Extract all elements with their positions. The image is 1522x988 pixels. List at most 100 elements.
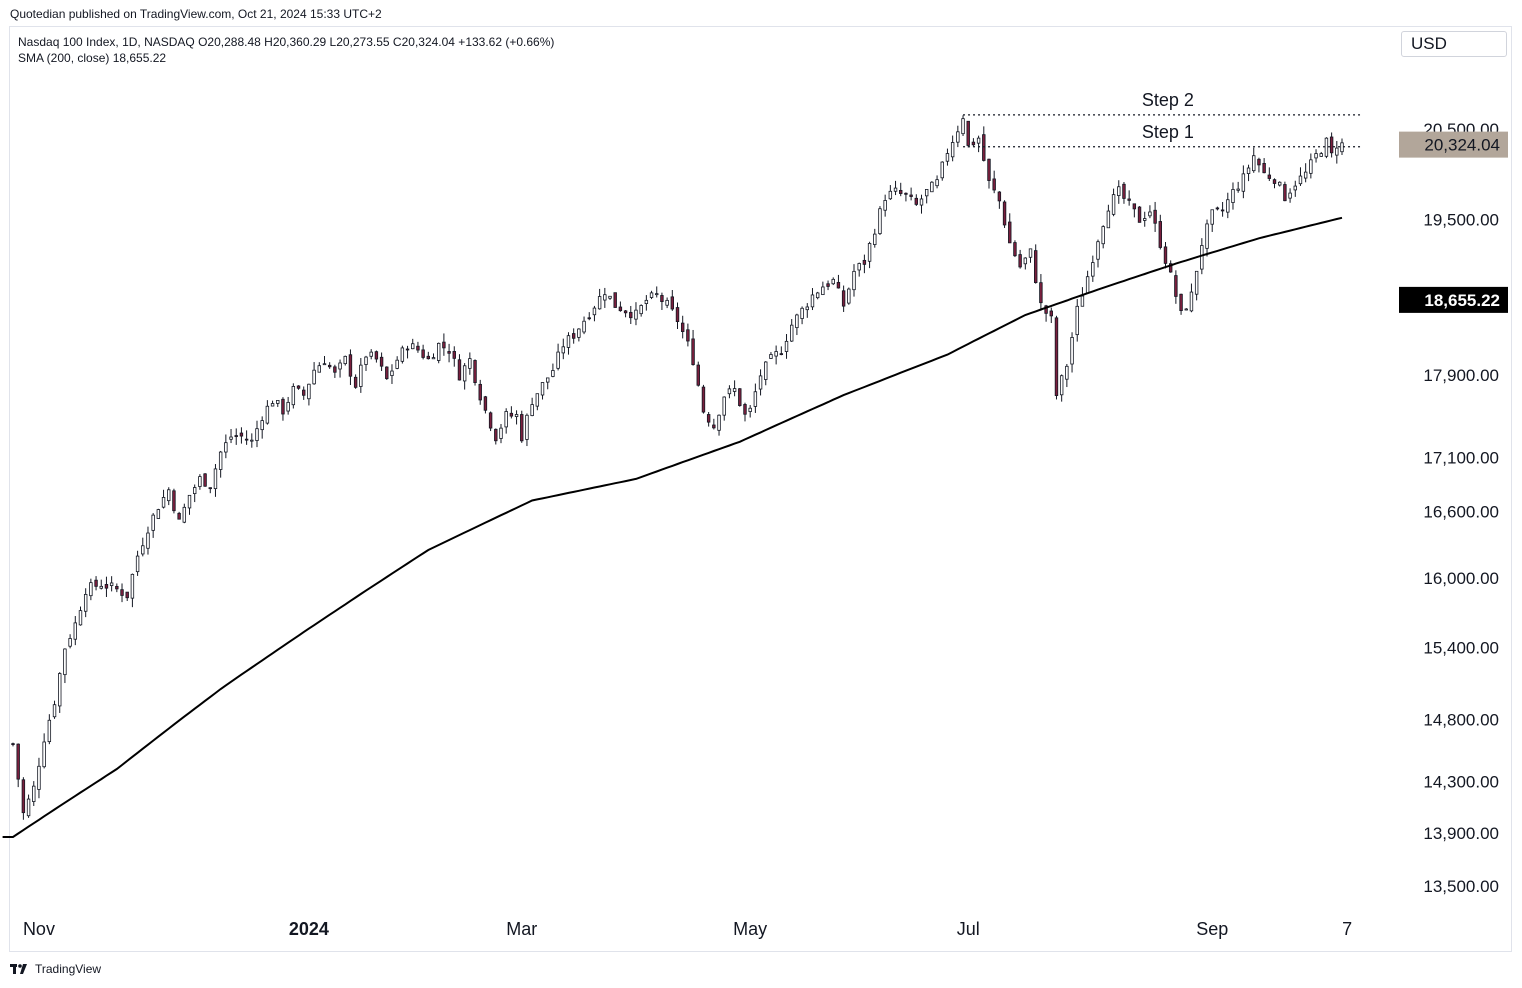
candle-body <box>1215 207 1220 210</box>
candle-body <box>1101 226 1105 245</box>
candle-body <box>99 585 103 589</box>
candle-body <box>1262 162 1266 174</box>
candle-body <box>182 506 187 523</box>
candle-body <box>878 208 882 235</box>
candle-body <box>924 189 929 197</box>
candle-body <box>520 414 524 442</box>
candle-body <box>712 424 716 429</box>
candle-body <box>696 364 700 386</box>
candle-body <box>597 296 602 310</box>
chart-legend: Nasdaq 100 Index, 1D, NASDAQ O20,288.48 … <box>18 34 554 66</box>
candle-body <box>374 351 379 360</box>
candle-body <box>1158 221 1163 248</box>
candle-body <box>1210 209 1214 225</box>
candle-body <box>826 283 830 287</box>
candle-body <box>198 476 202 487</box>
candle-body <box>888 190 893 200</box>
candle-body <box>691 338 695 366</box>
candle-body <box>156 509 161 519</box>
candle-body <box>141 545 145 555</box>
candle-body <box>592 307 597 316</box>
candle-body <box>32 785 36 802</box>
candle-body <box>790 324 794 342</box>
candle-body <box>1194 270 1199 295</box>
y-axis-tick-label: 13,900.00 <box>1423 824 1499 843</box>
candle-body <box>488 412 493 429</box>
candle-body <box>296 385 301 389</box>
candle-body <box>639 305 643 315</box>
candle-body <box>613 292 617 308</box>
candle-body <box>1324 137 1329 157</box>
x-axis-tick-label: Nov <box>23 919 55 939</box>
candle-body <box>997 191 1002 202</box>
candle-body <box>514 414 519 418</box>
y-axis-tick-label: 15,400.00 <box>1423 638 1499 657</box>
candle-body <box>161 497 166 508</box>
candle-body <box>836 281 841 289</box>
candle-body <box>436 342 441 361</box>
candle-body <box>499 427 503 439</box>
candle-body <box>395 359 399 369</box>
candle-body <box>1226 199 1230 213</box>
candle-body <box>452 351 456 359</box>
candle-body <box>680 322 685 332</box>
currency-selector[interactable]: USD <box>1401 31 1507 57</box>
candle-body <box>348 354 353 377</box>
candle-body <box>416 345 420 351</box>
footer-branding: TradingView <box>10 962 101 976</box>
candle-body <box>307 383 311 400</box>
candle-body <box>26 798 31 817</box>
candle-body <box>1293 185 1297 191</box>
candle-body <box>421 349 425 358</box>
candle-body <box>795 314 799 329</box>
candle-body <box>317 365 321 373</box>
candle-body <box>78 610 83 626</box>
candle-body <box>364 356 368 365</box>
candle-body <box>686 329 690 342</box>
candle-body <box>483 396 488 411</box>
candle-body <box>867 243 872 262</box>
candle-body <box>966 120 970 146</box>
candle-body <box>286 401 290 412</box>
candle-body <box>385 366 389 380</box>
candle-body <box>260 420 264 431</box>
last-price-tag <box>1399 131 1508 158</box>
y-axis-tick-label: 19,500.00 <box>1423 211 1499 230</box>
candle-body <box>935 179 939 187</box>
candle-body <box>1080 295 1085 307</box>
candle-body <box>504 411 508 428</box>
candle-body <box>167 489 171 502</box>
candle-body <box>400 347 405 362</box>
y-axis-tick-label: 14,800.00 <box>1423 710 1499 729</box>
candle-body <box>577 328 581 338</box>
candle-body <box>629 311 633 319</box>
candle-body <box>649 292 654 298</box>
candle-body <box>379 356 384 367</box>
candle-body <box>1340 142 1344 153</box>
candle-body <box>1231 189 1235 203</box>
candle-body <box>1039 282 1043 304</box>
candle-body <box>1049 310 1053 317</box>
candle-body <box>1236 188 1240 191</box>
candle-body <box>753 391 758 407</box>
candle-body <box>608 295 612 299</box>
candle-body <box>841 290 846 307</box>
candle-body <box>774 351 778 357</box>
candle-body <box>976 137 981 144</box>
candle-body <box>706 414 711 423</box>
candle-body <box>1111 194 1116 215</box>
candle-body <box>312 369 316 385</box>
candle-body <box>1137 206 1142 223</box>
candle-body <box>359 364 363 387</box>
publisher-caption: Quotedian published on TradingView.com, … <box>10 7 382 21</box>
candle-body <box>1153 209 1157 224</box>
candle-body <box>192 487 197 495</box>
candle-body <box>125 591 129 599</box>
candle-body <box>530 404 534 417</box>
candle-body <box>89 582 93 597</box>
candle-body <box>1065 365 1069 380</box>
candle-body <box>1028 248 1033 258</box>
candle-body <box>551 370 555 377</box>
candle-body <box>218 451 223 470</box>
